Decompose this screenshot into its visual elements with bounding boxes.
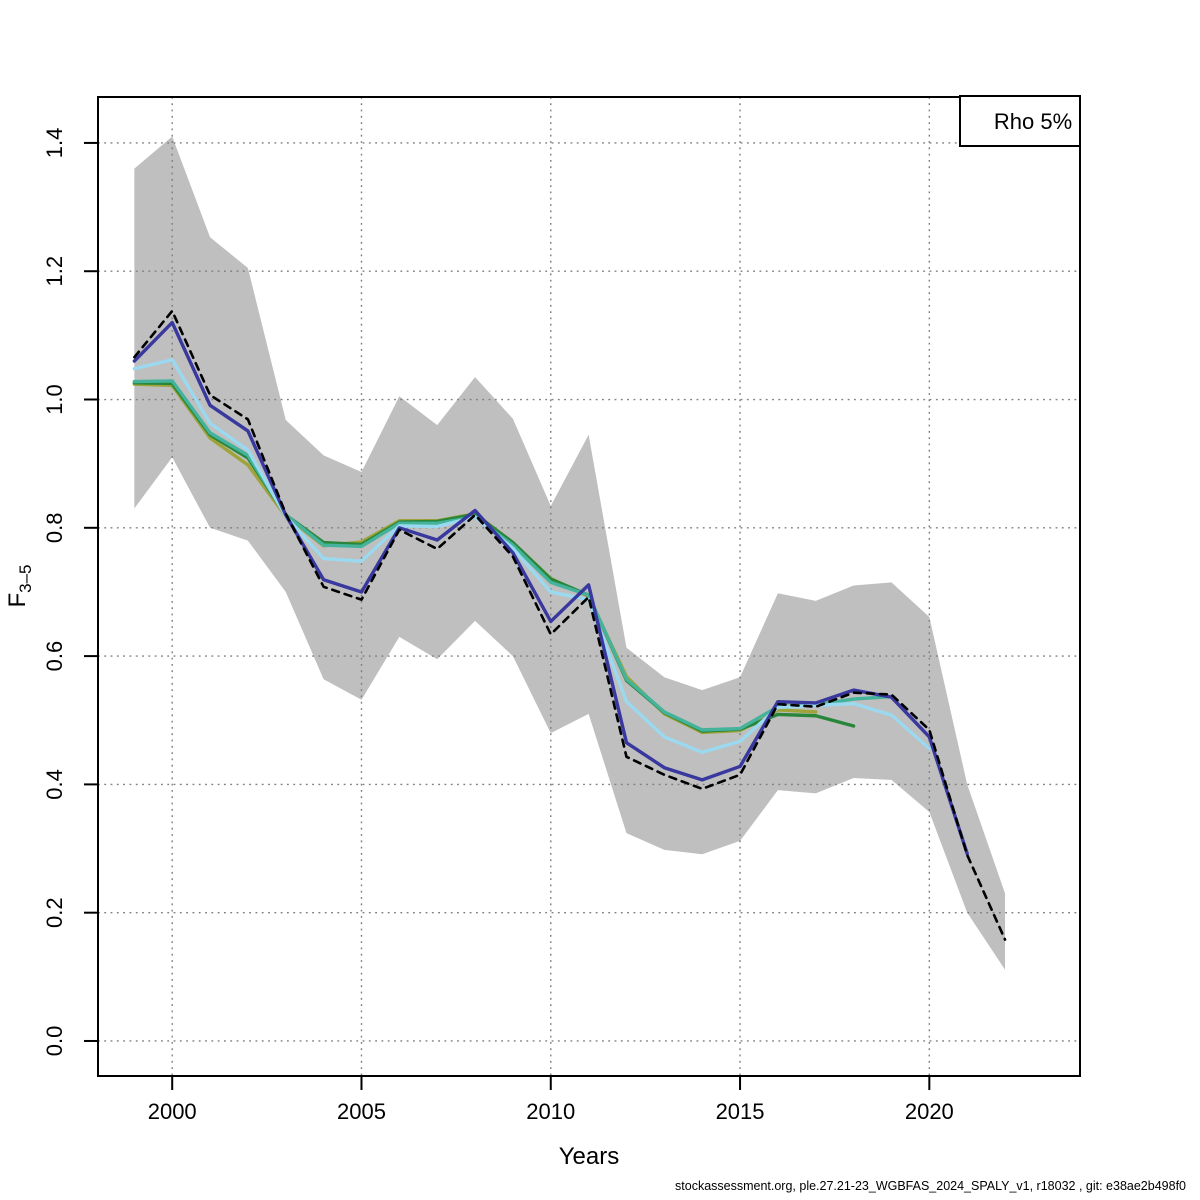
series-line-retro-2021	[132, 320, 969, 856]
y-tick-label: 0.0	[42, 1026, 67, 1057]
footer-attribution: stockassessment.org, ple.27.21-23_WGBFAS…	[675, 1179, 1186, 1193]
legend-box	[959, 95, 1081, 147]
y-tick-label: 0.6	[42, 641, 67, 672]
x-tick-label: 2000	[148, 1099, 197, 1124]
chart-layer: 2000 2005 2010 2015 2020 0.0 0.2 0.4 0.6 0.8 1.0 1.…	[42, 96, 1081, 1124]
x-tick-label: 2005	[337, 1099, 386, 1124]
y-tick-label: 0.8	[42, 513, 67, 544]
y-axis-title-subscript: 3–5	[16, 564, 35, 592]
x-tick-label: 2010	[526, 1099, 575, 1124]
confidence-band	[134, 136, 1006, 970]
y-tick-label: 1.2	[42, 256, 67, 287]
y-tick-label: 1.4	[42, 128, 67, 159]
x-tick-label: 2015	[716, 1099, 765, 1124]
series-line-base-run	[133, 309, 1007, 941]
y-tick-label: 0.4	[42, 769, 67, 800]
x-tick-label: 2020	[905, 1099, 954, 1124]
legend: Rho 5%	[959, 95, 1081, 147]
x-axis-title: Years	[559, 1143, 620, 1170]
y-axis-title-main: F	[4, 593, 31, 608]
y-tick-label: 1.0	[42, 384, 67, 415]
legend-rho-label: Rho 5%	[994, 109, 1072, 134]
plot-border	[97, 96, 1081, 1077]
y-tick-label: 0.2	[42, 897, 67, 928]
y-axis-title: F3–5	[4, 564, 35, 607]
